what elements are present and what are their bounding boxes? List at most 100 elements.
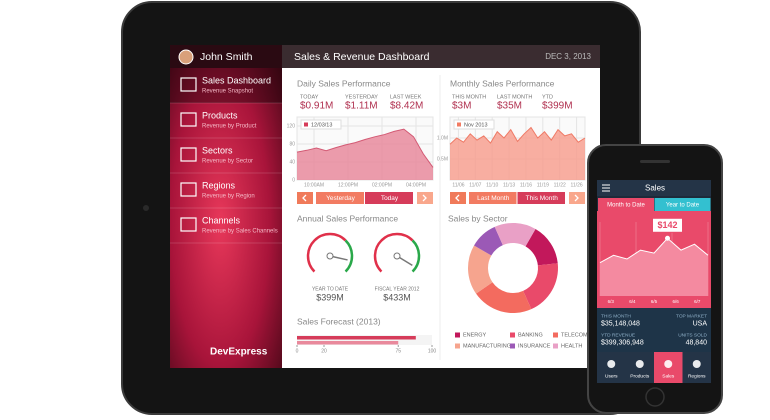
brand: DevExpress <box>210 347 268 358</box>
nav-icon <box>180 77 197 92</box>
area-line <box>296 128 434 168</box>
gauge-hub <box>326 252 334 260</box>
nav-sub: Revenue Snapshot <box>202 89 253 95</box>
area-line <box>449 126 586 145</box>
nav-arrow-button[interactable] <box>569 192 585 204</box>
phone-home <box>645 387 665 407</box>
x-tick-label: 75 <box>395 348 401 354</box>
gauge-arc <box>344 239 354 273</box>
x-tick-label: 6/5 <box>651 299 658 304</box>
nav-arrow-button[interactable] <box>450 192 466 204</box>
nav-sub: Revenue by Sector <box>202 159 253 165</box>
donut-segment <box>494 222 536 247</box>
tablet-camera <box>143 205 149 211</box>
nav-label: Products <box>202 110 238 120</box>
y-tick-label: 1.0M <box>437 135 448 141</box>
stat-value: $0.91M <box>300 101 333 112</box>
bar <box>297 336 416 340</box>
stat-value: $35M <box>497 101 522 112</box>
y-tick-label: 120 <box>287 123 296 129</box>
button-label: Yesterday <box>326 195 355 202</box>
x-tick-label: 6/4 <box>629 299 636 304</box>
header-bar <box>282 45 600 68</box>
tab-bar-label: Users <box>605 373 618 379</box>
legend-label: BANKING <box>518 332 543 338</box>
bar-track <box>297 335 432 345</box>
nav-sub: Revenue by Product <box>202 124 257 130</box>
y-tick-label: 80 <box>289 141 295 147</box>
nav-sub: Revenue by Region <box>202 194 255 200</box>
nav-label: Channels <box>202 215 241 225</box>
button[interactable] <box>469 192 517 204</box>
price-bubble <box>652 217 683 233</box>
sidebar <box>170 45 282 368</box>
gauge-arc <box>373 232 414 273</box>
area-fill <box>600 238 708 296</box>
legend-label: Nov 2013 <box>464 122 488 128</box>
gauge-label: FISCAL YEAR 2012 <box>375 286 420 292</box>
highlight-point <box>665 235 670 241</box>
x-tick-label: 100 <box>428 348 437 354</box>
arrow-icon <box>422 194 427 202</box>
phone-speaker <box>640 160 670 163</box>
y-tick-label: 0 <box>292 177 295 183</box>
stat-label: YTD REVENUE <box>601 332 635 338</box>
x-tick-label: 11/06 <box>452 182 464 188</box>
tab-label: Year to Date <box>666 203 700 209</box>
tab[interactable] <box>598 198 654 211</box>
nav-arrow-button[interactable] <box>297 192 313 204</box>
nav-icon <box>180 112 197 127</box>
area-line <box>599 237 709 264</box>
y-tick-label: 0.5M <box>437 156 448 162</box>
stat-label: TODAY <box>300 94 319 100</box>
panel-title: Monthly Sales Performance <box>450 78 555 88</box>
legend-swatch <box>304 122 308 127</box>
stat-label: LAST MONTH <box>497 94 532 100</box>
y-tick-label: 40 <box>289 159 295 165</box>
legend-label: MANUFACTURING <box>463 343 511 349</box>
nav-label: Regions <box>202 180 236 190</box>
legend-box <box>453 119 495 130</box>
button-label: This Month <box>526 195 559 202</box>
x-tick-label: 11/07 <box>469 182 481 188</box>
x-tick-label: 02:00PM <box>372 182 392 188</box>
tab-label: Month to Date <box>607 203 645 209</box>
stat-value: $399M <box>542 101 573 112</box>
x-tick-label: 6/6 <box>672 299 679 304</box>
donut-segment <box>525 229 558 266</box>
tab-icon[interactable] <box>692 360 701 368</box>
stat-value: $8.42M <box>390 101 423 112</box>
legend-swatch <box>553 343 558 349</box>
donut-segment <box>468 245 493 294</box>
legend-box <box>300 119 342 130</box>
bar <box>297 341 399 345</box>
gauge-arc <box>411 239 421 273</box>
button[interactable] <box>517 192 566 204</box>
arrow-icon <box>574 194 579 202</box>
x-tick-label: 11/13 <box>503 182 515 188</box>
button-label: Today <box>381 195 399 202</box>
tab-icon[interactable] <box>664 360 673 368</box>
tab[interactable] <box>654 198 711 211</box>
tab-bar-label: Products <box>630 373 650 379</box>
x-tick-label: 6/7 <box>694 299 701 304</box>
nav-arrow-button[interactable] <box>417 192 433 204</box>
stat-value: $1.11M <box>345 101 378 112</box>
nav-sub: Revenue by Sales Channels <box>202 229 278 235</box>
donut-segment <box>523 263 558 310</box>
date: DEC 3, 2013 <box>545 52 591 61</box>
panel-title: Sales Forecast (2013) <box>297 316 381 326</box>
legend-label: ENERGY <box>463 332 487 338</box>
button[interactable] <box>365 192 413 204</box>
gauge-value: $399M <box>316 292 344 302</box>
tab-icon[interactable] <box>635 360 644 368</box>
legend-swatch <box>553 332 558 338</box>
panel-title: Annual Sales Performance <box>297 213 398 223</box>
x-tick-label: 11/19 <box>537 182 549 188</box>
tab-icon[interactable] <box>607 360 616 368</box>
button[interactable] <box>316 192 364 204</box>
x-tick-label: 04:00PM <box>406 182 426 188</box>
price: $142 <box>657 220 677 230</box>
